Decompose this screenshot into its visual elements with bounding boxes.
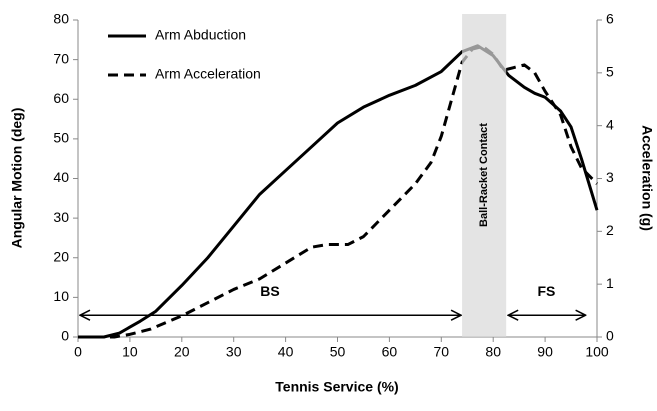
y2-tick-label: 4 xyxy=(606,116,614,132)
x-tick-label: 10 xyxy=(122,344,138,360)
series-line xyxy=(78,44,599,339)
contact-label: Ball-Racket Contact xyxy=(478,123,490,227)
x-tick-label: 30 xyxy=(226,344,242,360)
y-tick-label: 70 xyxy=(53,50,69,66)
x-tick-label: 100 xyxy=(585,344,609,360)
x-tick-label: 50 xyxy=(330,344,346,360)
x-tick-label: 60 xyxy=(382,344,398,360)
y2-tick-label: 6 xyxy=(606,11,614,27)
x-axis-label: Tennis Service (%) xyxy=(275,379,398,395)
y-tick-label: 40 xyxy=(53,169,69,185)
series-line xyxy=(78,44,599,339)
y-tick-label: 20 xyxy=(53,248,69,264)
x-tick-label: 40 xyxy=(278,344,294,360)
y-tick-label: 80 xyxy=(53,11,69,27)
y2-tick-label: 5 xyxy=(606,64,614,80)
legend-label: Arm Acceleration xyxy=(155,66,261,82)
x-tick-label: 0 xyxy=(74,344,82,360)
phase-label: FS xyxy=(537,283,555,299)
y2-tick-label: 0 xyxy=(606,328,614,344)
y-tick-label: 0 xyxy=(61,328,69,344)
y2-axis-label: Acceleration (g) xyxy=(639,125,655,231)
contact-region xyxy=(462,14,507,337)
y2-tick-label: 1 xyxy=(606,275,614,291)
x-tick-label: 80 xyxy=(485,344,501,360)
y-tick-label: 50 xyxy=(53,130,69,146)
y2-tick-label: 2 xyxy=(606,222,614,238)
y-tick-label: 30 xyxy=(53,209,69,225)
phase-label: BS xyxy=(260,283,279,299)
y-axis-label: Angular Motion (deg) xyxy=(9,108,25,249)
y-tick-label: 10 xyxy=(53,288,69,304)
x-tick-label: 90 xyxy=(537,344,553,360)
x-tick-label: 70 xyxy=(434,344,450,360)
y2-tick-label: 3 xyxy=(606,169,614,185)
x-tick-label: 20 xyxy=(174,344,190,360)
legend-label: Arm Abduction xyxy=(155,27,246,43)
y-tick-label: 60 xyxy=(53,90,69,106)
